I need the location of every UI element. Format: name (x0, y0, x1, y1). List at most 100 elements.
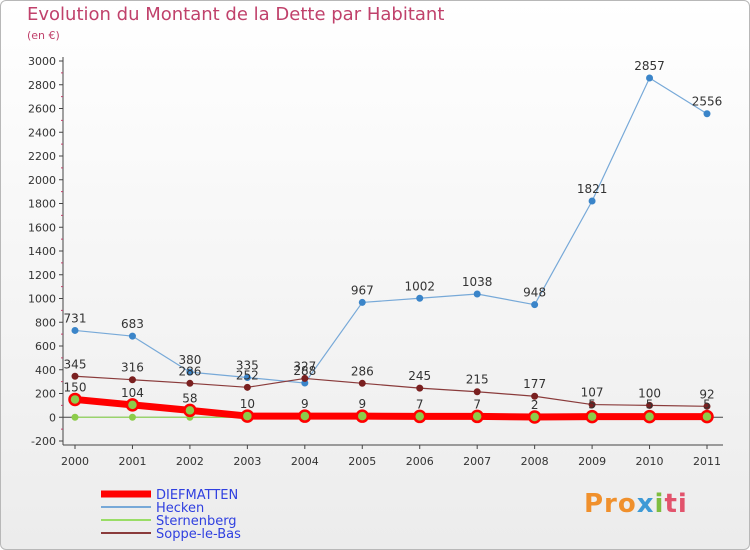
series-line-diefmatten (74, 395, 707, 421)
y-tick-label: 3000 (28, 55, 56, 68)
data-label: 252 (236, 368, 259, 382)
data-point (186, 379, 194, 387)
y-tick-label: 2800 (28, 79, 56, 92)
x-tick-label: 2006 (406, 455, 434, 468)
data-point (71, 372, 79, 380)
x-tick-label: 2003 (233, 455, 261, 468)
proxiti-logo: Proxiti (584, 489, 688, 519)
y-tick-label: 1400 (28, 245, 56, 258)
data-point (703, 402, 711, 410)
x-tick-label: 2002 (176, 455, 204, 468)
data-label: 10 (240, 397, 255, 411)
data-point (128, 413, 136, 421)
x-tick-label: 2010 (636, 455, 664, 468)
data-point (416, 384, 424, 392)
data-point (473, 388, 481, 396)
y-tick-label: 600 (35, 340, 56, 353)
y-tick-label: 1800 (28, 198, 56, 211)
data-point (531, 392, 539, 400)
y-tick-label: 800 (35, 316, 56, 329)
data-label: 2 (531, 398, 539, 412)
data-point (470, 409, 484, 424)
data-label: 2556 (692, 95, 723, 109)
data-label: 5 (703, 398, 711, 412)
legend-label: Sternenberg (156, 514, 237, 529)
data-point (243, 373, 251, 381)
data-point (298, 409, 312, 423)
legend-label: DIEFMATTEN (156, 488, 238, 503)
data-point (531, 301, 539, 309)
y-tick-label: 2200 (28, 150, 56, 163)
data-label: 316 (121, 361, 144, 375)
data-label: 380 (178, 353, 201, 367)
data-point (416, 294, 424, 302)
data-point (412, 409, 427, 424)
data-label: 286 (351, 364, 374, 378)
data-point (642, 409, 657, 424)
data-label: 2857 (634, 59, 665, 73)
data-point (186, 368, 194, 376)
data-point (128, 332, 136, 340)
data-point (527, 410, 542, 424)
data-label: 948 (523, 286, 546, 300)
chart-title: Evolution du Montant de la Dette par Hab… (27, 4, 445, 25)
x-tick-label: 2011 (693, 455, 721, 468)
data-point (301, 374, 309, 382)
data-label: 731 (64, 311, 87, 325)
y-tick-label: 2400 (28, 126, 56, 139)
y-tick-label: 400 (35, 364, 56, 377)
data-label: 286 (178, 364, 201, 378)
y-tick-label: 1200 (28, 269, 56, 282)
data-point (71, 413, 79, 421)
x-tick-label: 2009 (578, 455, 606, 468)
data-label: 177 (523, 377, 546, 391)
data-label: 1002 (404, 279, 435, 293)
data-label: 967 (351, 283, 374, 297)
x-tick-label: 2008 (521, 455, 549, 468)
data-point (585, 409, 599, 424)
data-label: 7 (473, 397, 481, 411)
chart-subtitle: (en €) (27, 29, 60, 42)
legend-label: Hecken (156, 501, 204, 516)
y-tick-label: 2000 (28, 174, 56, 187)
data-point (646, 74, 654, 82)
data-label: 215 (466, 373, 489, 387)
data-label: 1038 (462, 275, 493, 289)
x-tick-label: 2007 (463, 455, 491, 468)
legend-label: Soppe-le-Bas (156, 527, 241, 542)
data-point (646, 401, 654, 409)
data-point (588, 401, 596, 409)
x-tick-label: 2005 (348, 455, 376, 468)
data-label: 345 (64, 357, 87, 371)
data-label: 335 (236, 358, 259, 372)
data-label: 5 (588, 398, 596, 412)
data-point (68, 392, 82, 407)
data-point (243, 383, 251, 391)
data-point (125, 398, 140, 412)
series-line-hecken (74, 77, 708, 384)
data-label: 7 (416, 397, 424, 411)
data-label: 107 (581, 386, 604, 400)
data-point (355, 409, 370, 423)
series-line-soppe-le-bas (74, 375, 708, 407)
data-point (240, 409, 255, 423)
data-label: 1821 (577, 182, 608, 196)
data-label: 9 (301, 397, 309, 411)
data-label: 245 (408, 369, 431, 383)
y-tick-label: 200 (35, 388, 56, 401)
data-label: 683 (121, 317, 144, 331)
data-point (128, 376, 136, 384)
data-point (473, 290, 481, 298)
x-tick-label: 2000 (61, 455, 89, 468)
data-label: 9 (358, 397, 366, 411)
data-label: 104 (121, 386, 144, 400)
data-point (588, 197, 596, 205)
data-label: 327 (293, 359, 316, 373)
data-point (71, 326, 79, 334)
data-point (183, 403, 197, 418)
data-label: 100 (638, 386, 661, 400)
data-point (358, 379, 366, 387)
data-label: 92 (699, 387, 714, 401)
y-tick-label: 0 (49, 411, 56, 424)
y-tick-label: 2600 (28, 103, 56, 116)
